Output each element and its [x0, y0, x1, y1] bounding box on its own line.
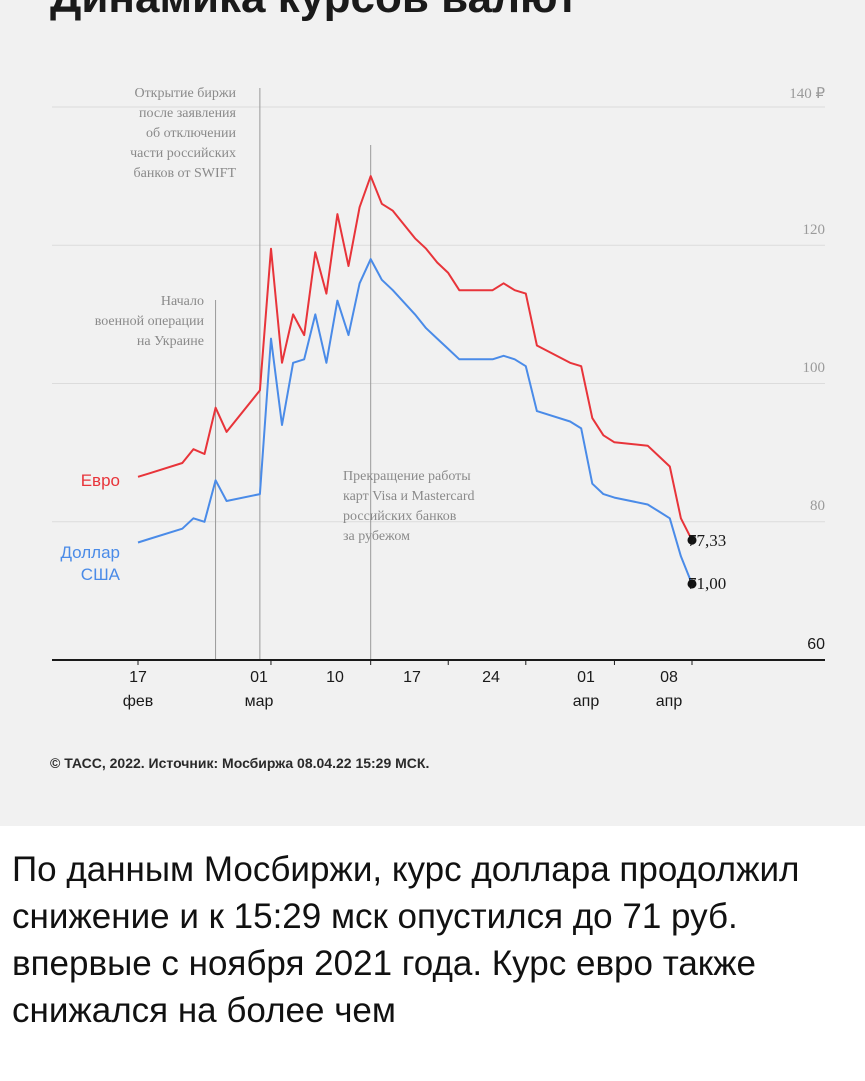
euro-series-line: [137, 175, 693, 541]
usd-end-marker: [687, 579, 697, 589]
y-tick-label: 120: [802, 222, 826, 238]
chart-title: Динамика курсов валют: [50, 0, 578, 22]
y-tick-label: 80: [810, 498, 825, 514]
annotation-operation: Начало военной операции на Украине: [94, 294, 204, 349]
euro-end-value: 77,33: [688, 531, 727, 550]
series-label-euro: Евро: [80, 471, 120, 490]
currency-chart: [52, 88, 825, 665]
x-tick-label: 08 апр: [655, 669, 683, 710]
x-tick-label: 17 фев: [122, 669, 154, 710]
annotation-visa-mastercard: Прекращение работы карт Visa и Mastercar…: [343, 469, 475, 544]
chart-credit: © ТАСС, 2022. Источник: Мосбиржа 08.04.2…: [50, 755, 430, 771]
y-tick-label: 140 ₽: [789, 86, 825, 102]
article-text: По данным Мосбиржи, курс доллара продолж…: [12, 850, 800, 1030]
chart-card: Динамика курсов валют Открытие биржи пос…: [0, 0, 865, 826]
usd-series-line: [137, 258, 693, 585]
y-tick-label: 100: [802, 360, 826, 376]
annotation-swift: Открытие биржи после заявления об отключ…: [130, 86, 236, 181]
x-tick-label: 24: [482, 669, 500, 686]
y-tick-label-baseline: 60: [807, 636, 825, 653]
x-tick-label: 01 апр: [572, 669, 600, 710]
x-tick-label: 10: [326, 669, 344, 686]
x-tick-label: 01 мар: [244, 669, 274, 710]
series-label-usd: Доллар США: [60, 543, 120, 584]
usd-end-value: 71,00: [688, 574, 727, 593]
x-tick-label: 17: [403, 669, 421, 686]
euro-end-marker: [687, 535, 697, 545]
